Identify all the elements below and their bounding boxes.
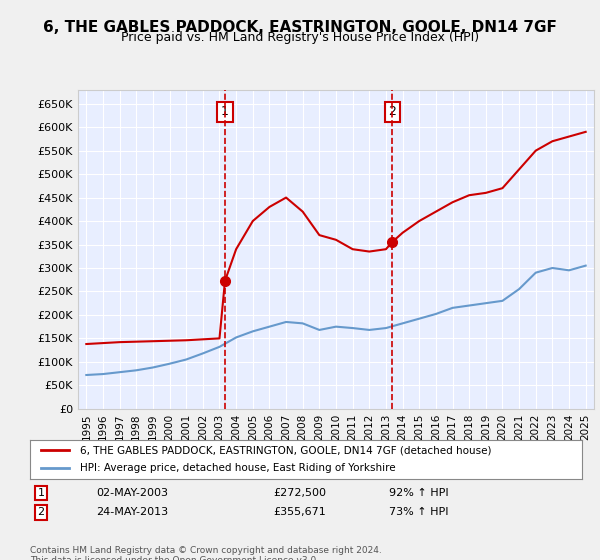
- Text: 92% ↑ HPI: 92% ↑ HPI: [389, 488, 448, 498]
- Text: 6, THE GABLES PADDOCK, EASTRINGTON, GOOLE, DN14 7GF: 6, THE GABLES PADDOCK, EASTRINGTON, GOOL…: [43, 20, 557, 35]
- Text: 2: 2: [37, 507, 44, 517]
- Text: Contains HM Land Registry data © Crown copyright and database right 2024.
This d: Contains HM Land Registry data © Crown c…: [30, 546, 382, 560]
- Text: £355,671: £355,671: [273, 507, 326, 517]
- Text: £272,500: £272,500: [273, 488, 326, 498]
- Text: 73% ↑ HPI: 73% ↑ HPI: [389, 507, 448, 517]
- Text: HPI: Average price, detached house, East Riding of Yorkshire: HPI: Average price, detached house, East…: [80, 463, 395, 473]
- Text: 24-MAY-2013: 24-MAY-2013: [96, 507, 169, 517]
- Text: 2: 2: [388, 105, 397, 119]
- Text: 1: 1: [221, 105, 229, 119]
- Text: 6, THE GABLES PADDOCK, EASTRINGTON, GOOLE, DN14 7GF (detached house): 6, THE GABLES PADDOCK, EASTRINGTON, GOOL…: [80, 445, 491, 455]
- Text: 1: 1: [38, 488, 44, 498]
- Text: 02-MAY-2003: 02-MAY-2003: [96, 488, 168, 498]
- Text: Price paid vs. HM Land Registry's House Price Index (HPI): Price paid vs. HM Land Registry's House …: [121, 31, 479, 44]
